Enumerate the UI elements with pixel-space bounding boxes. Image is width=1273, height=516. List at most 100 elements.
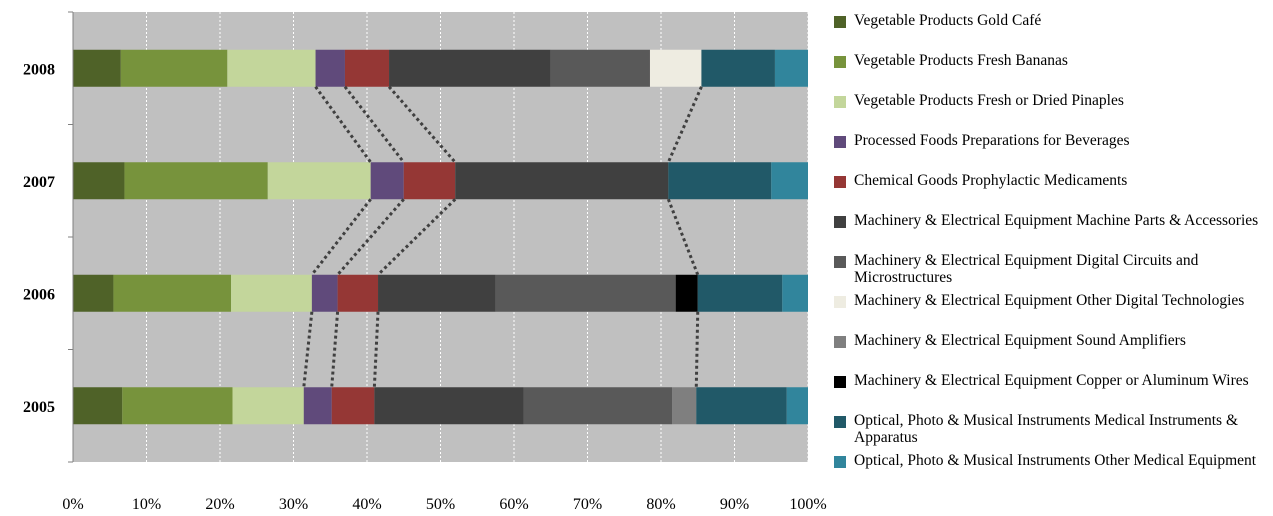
bar-segment [550,49,650,87]
bar-segment [311,274,338,312]
bar-segment [231,274,312,312]
legend-item: Machinery & Electrical Equipment Other D… [834,292,1270,309]
bar-segment [771,162,808,200]
bar-segment [389,49,551,87]
legend-label: Machinery & Electrical Equipment Other D… [854,292,1245,309]
legend-item: Machinery & Electrical Equipment Sound A… [834,332,1270,349]
legend-swatch [834,16,846,28]
legend-item: Machinery & Electrical Equipment Copper … [834,372,1270,389]
legend-item: Optical, Photo & Musical Instruments Med… [834,412,1270,446]
bar-segment [315,49,345,87]
legend-swatch [834,336,846,348]
bar-segment [73,387,123,425]
series-connector [310,198,372,276]
axes [68,11,74,463]
legend-item: Vegetable Products Fresh Bananas [834,52,1270,69]
bar-segment [701,49,775,87]
bar-segment [523,387,673,425]
bar-segment [73,274,114,312]
legend-swatch [834,216,846,228]
series-connector [336,198,405,276]
legend-swatch [834,256,846,268]
bar-segment [122,387,233,425]
bar-segment [786,387,808,425]
bar-segment [303,387,332,425]
bar-segment [374,387,524,425]
bar-segment [774,49,808,87]
y-axis-category-labels: 2008 2007 2006 2005 [23,61,55,416]
bars [73,49,808,425]
series-connector [666,86,703,163]
x-tick-label: 60% [499,496,528,513]
legend-swatch [834,136,846,148]
bar-segment [696,387,787,425]
legend-label: Machinery & Electrical Equipment Copper … [854,372,1249,389]
stacked-bar-chart: 0% 10% 20% 30% 40% 50% 60% 70% 80% 90% 100% 200820… [23,11,827,513]
series-connector [387,85,457,164]
bar-segment [378,274,496,312]
bar-segment [73,49,121,87]
x-tick-label: 100% [789,496,826,513]
bar-segment [232,387,304,425]
x-tick-label: 40% [352,496,381,513]
bar-segment [675,274,698,312]
bar-segment [337,274,379,312]
category-label: 2007 [23,174,55,191]
legend-item: Vegetable Products Gold Café [834,12,1270,29]
bar-segment [668,162,772,200]
bar-segment [73,162,125,200]
x-tick-label: 30% [279,496,308,513]
x-tick-label: 80% [646,496,675,513]
series-connector [302,311,314,388]
series-connector [666,198,700,276]
bar-segment [113,274,232,312]
legend-item: Machinery & Electrical Equipment Digital… [834,252,1270,286]
series-connector [372,311,380,388]
category-label: 2008 [23,61,55,78]
bar-segment [331,387,375,425]
legend-label: Machinery & Electrical Equipment Digital… [854,252,1199,286]
bar-segment [495,274,676,312]
bar-segment [782,274,808,312]
bar-segment [124,162,268,200]
bar-segment [697,274,783,312]
legend-swatch [834,376,846,388]
legend-item: Optical, Photo & Musical Instruments Oth… [834,452,1270,469]
legend-label: Optical, Photo & Musical Instruments Med… [854,412,1239,446]
bar-segment [120,49,228,87]
category-label: 2006 [23,286,55,303]
x-tick-label: 20% [205,496,234,513]
legend-label: Machinery & Electrical Equipment Machine… [854,212,1259,229]
legend-swatch [834,296,846,308]
x-tick-label: 0% [62,496,83,513]
legend-item: Machinery & Electrical Equipment Machine… [834,212,1270,229]
bar-segment [267,162,371,200]
legend-swatch [834,96,846,108]
legend-swatch [834,416,846,428]
bar-segment [403,162,456,200]
x-tick-label: 10% [132,496,161,513]
series-connector [330,311,340,388]
bar-segment [672,387,697,425]
legend-label: Optical, Photo & Musical Instruments Oth… [854,452,1257,469]
bar-segment [649,49,702,87]
series-connector [343,85,405,164]
legend-item: Vegetable Products Fresh or Dried Pinapl… [834,92,1270,109]
legend-label: Processed Foods Preparations for Beverag… [854,132,1130,149]
category-label: 2005 [23,399,55,416]
legend-label: Vegetable Products Gold Café [854,12,1042,29]
series-connector-lines [302,85,703,388]
bar-segment [370,162,404,200]
legend-label: Machinery & Electrical Equipment Sound A… [854,332,1186,349]
gridlines [146,12,809,462]
legend-swatch [834,56,846,68]
legend-swatch [834,456,846,468]
legend-label: Vegetable Products Fresh or Dried Pinapl… [854,92,1124,109]
x-tick-label: 50% [426,496,455,513]
series-connector [694,311,700,388]
x-tick-label: 70% [573,496,602,513]
legend-item: Processed Foods Preparations for Beverag… [834,132,1270,149]
bar-segment [455,162,669,200]
legend-swatch [834,176,846,188]
legend-item: Chemical Goods Prophylactic Medicaments [834,172,1270,189]
